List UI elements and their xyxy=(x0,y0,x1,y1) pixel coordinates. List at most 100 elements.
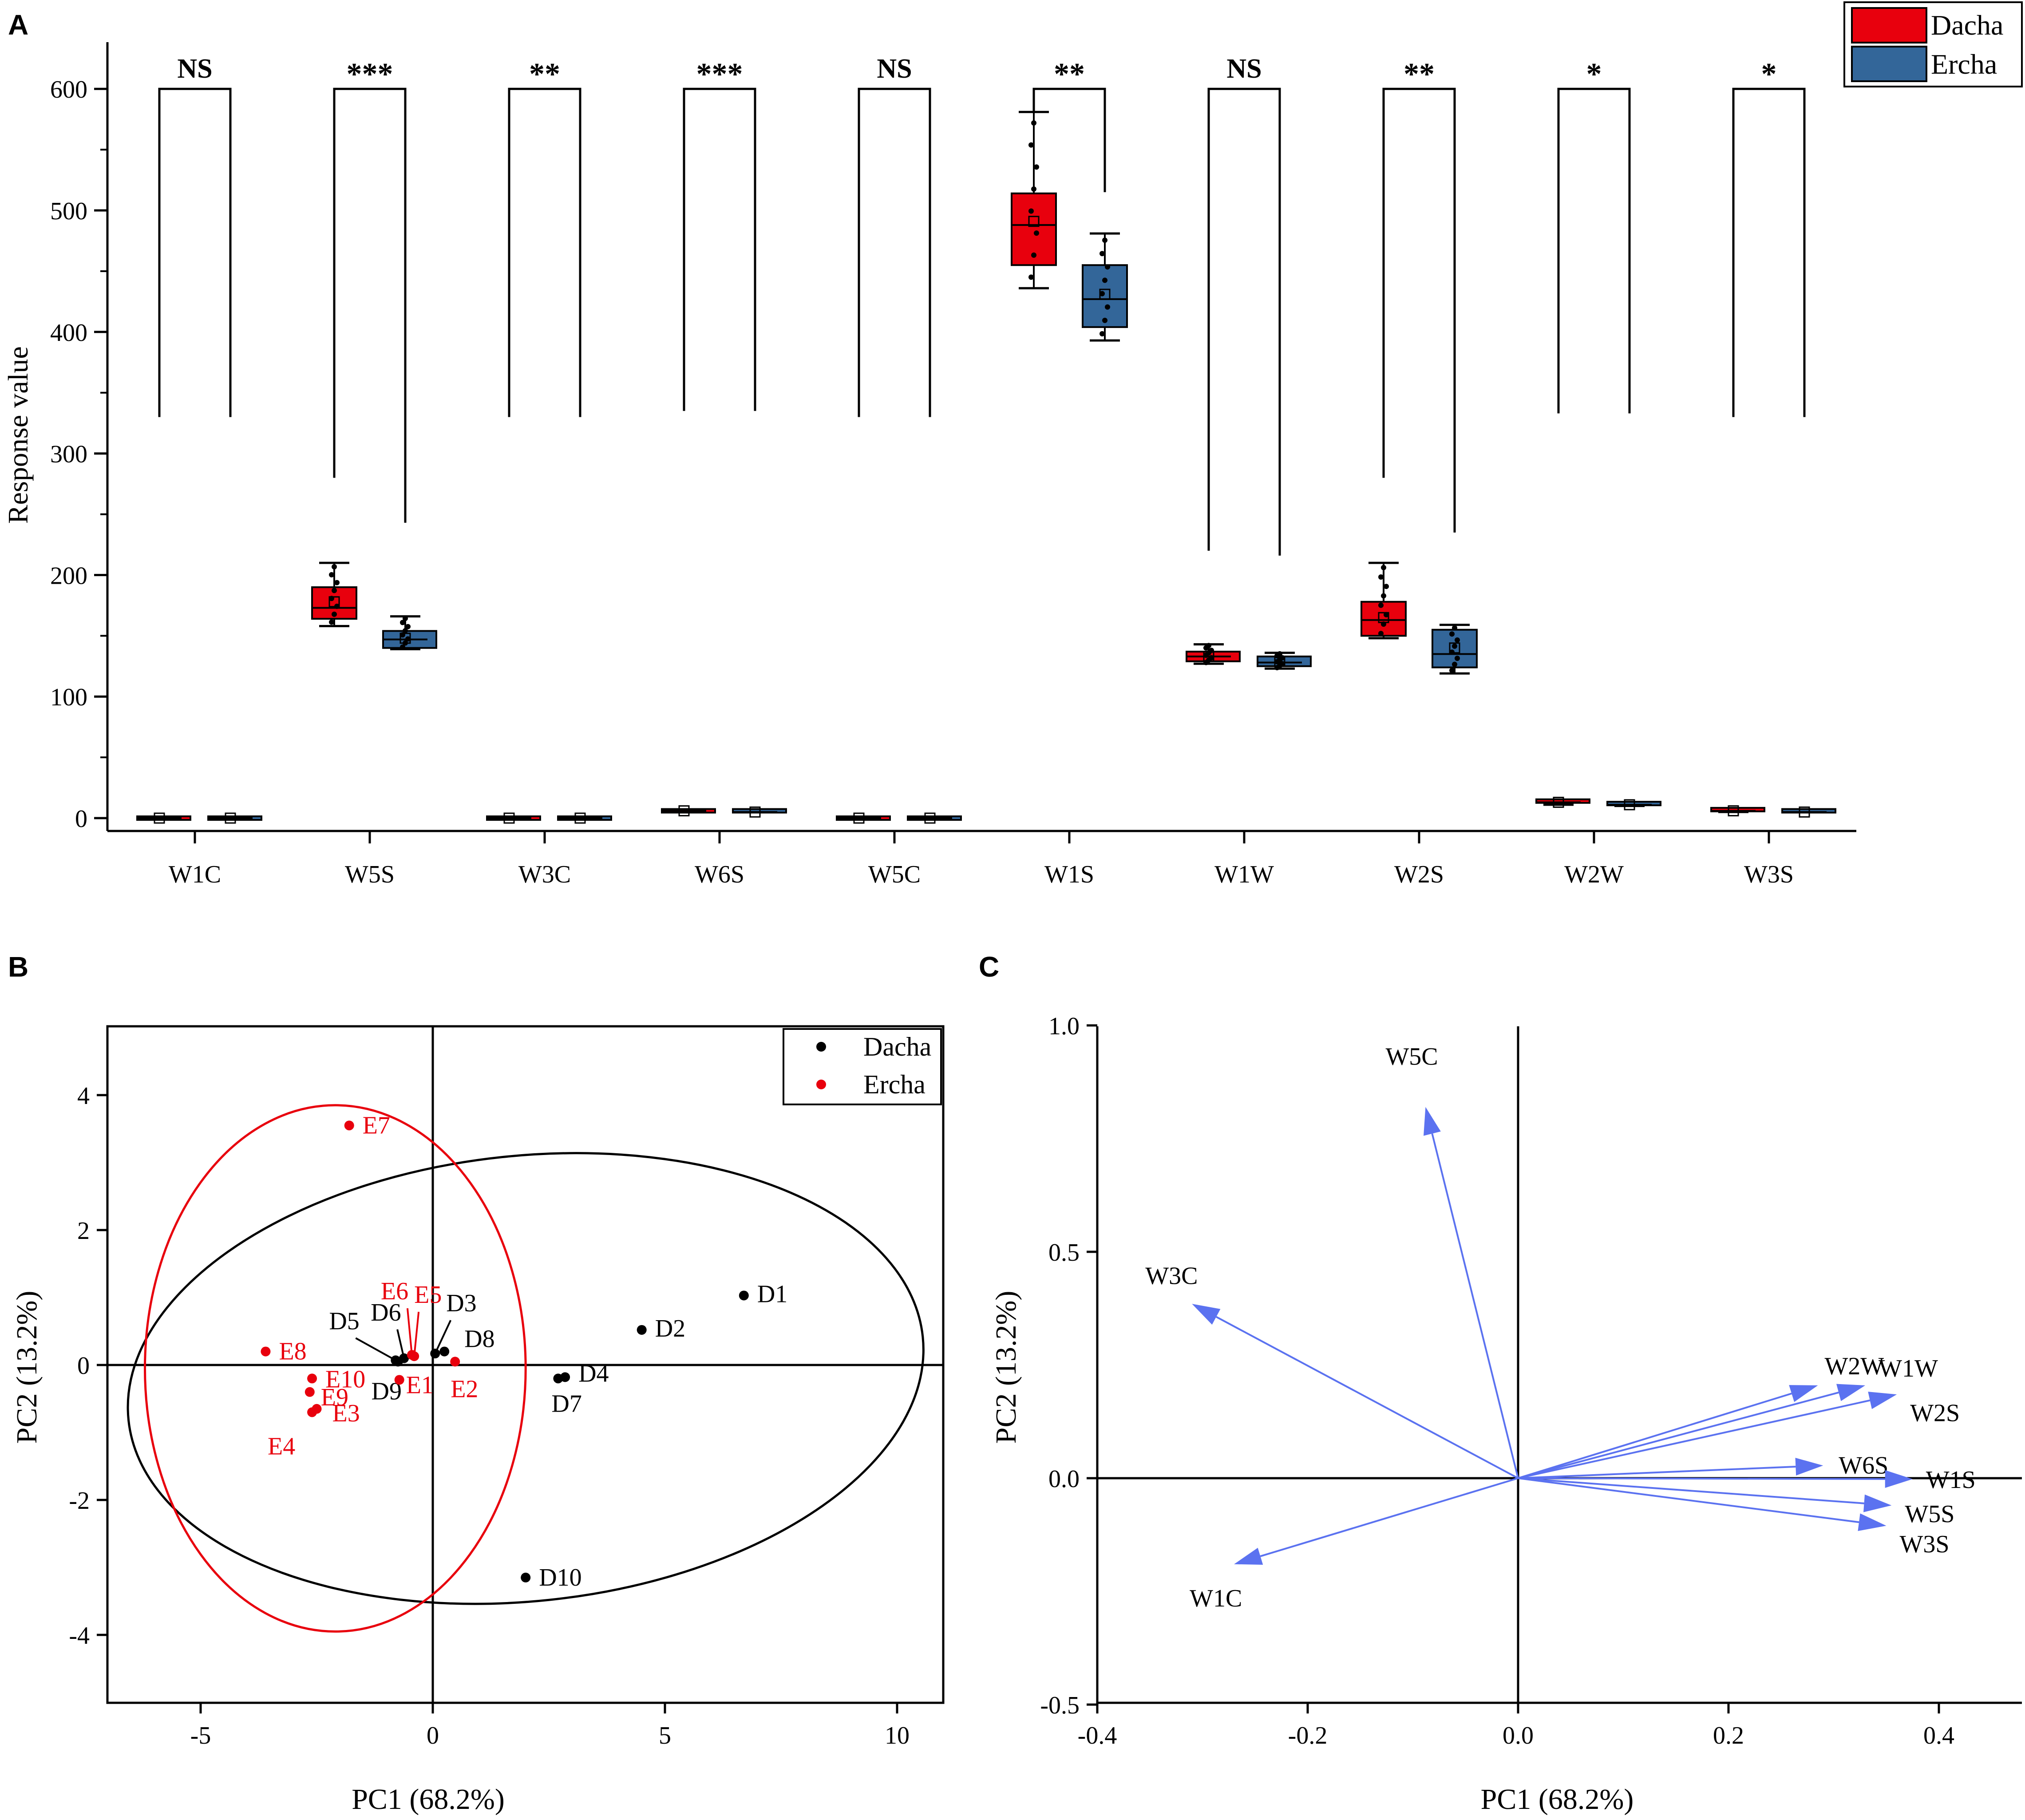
panel-b-y-label: PC2 (13.2%) xyxy=(11,1291,43,1444)
box-mean-marker xyxy=(678,805,690,817)
panel-a-box-ercha-W3S xyxy=(1781,806,1836,818)
loading-vector-label: W3C xyxy=(1145,1262,1198,1290)
box-data-point xyxy=(334,580,340,586)
score-point xyxy=(450,1357,460,1367)
loading-vector-shaft xyxy=(1518,1466,1796,1479)
box-data-point xyxy=(1206,643,1211,649)
panel-a-box-ercha-W1S xyxy=(1082,232,1128,342)
point-label: E7 xyxy=(363,1112,390,1139)
box-mean-marker xyxy=(924,812,936,824)
panel-a-x-tick-label-W1C: W1C xyxy=(169,861,221,888)
loading-vector-head xyxy=(1868,1392,1897,1409)
legend-swatch-dacha xyxy=(1851,7,1927,44)
box-data-point xyxy=(1031,186,1036,192)
box-data-point xyxy=(334,603,340,609)
panel-a-box-dacha-W1W xyxy=(1186,643,1241,665)
panel-a-significance-W1C: NS xyxy=(158,54,232,417)
panel-b-point-D4: D4 xyxy=(560,1360,609,1387)
panel-a-x-tick-label-W1S: W1S xyxy=(1044,861,1094,888)
box-mean-marker xyxy=(1028,216,1040,227)
panel-a-significance-W1W: NS xyxy=(1207,54,1281,556)
panel-a: A 0 100 200 300 400 500 600 Response value W1C W5S… xyxy=(2,1,2023,888)
significance-label: *** xyxy=(347,57,393,91)
panel-a-box-ercha-W2S xyxy=(1432,624,1478,675)
box-data-point xyxy=(1280,661,1285,667)
panel-b-point-E7: E7 xyxy=(344,1112,390,1139)
significance-label: * xyxy=(1586,57,1602,91)
panel-a-box-dacha-W1S xyxy=(1011,111,1057,289)
box-data-point xyxy=(1449,668,1455,673)
panel-a-box-ercha-W5S xyxy=(382,615,437,650)
panel-c-vector-W5C: W5C xyxy=(1385,1043,1519,1479)
legend-label-ercha: Ercha xyxy=(863,1070,925,1099)
box-data-point xyxy=(1384,584,1389,590)
significance-bracket xyxy=(158,87,232,417)
panel-a-x-tick-label-W2S: W2S xyxy=(1394,861,1444,888)
panel-a-letter: A xyxy=(8,9,28,41)
box-data-point xyxy=(1455,637,1460,643)
panel-b-point-E3: E3 xyxy=(312,1400,360,1427)
panel-a-box-ercha-W5C xyxy=(907,812,962,824)
panel-c-x-tick-label: 0.4 xyxy=(1923,1722,1954,1749)
box-mean-marker xyxy=(1624,799,1635,811)
panel-a-box-dacha-W6S xyxy=(661,805,716,817)
panel-a-box-ercha-W1C xyxy=(207,812,262,824)
panel-a-x-tick-label-W3S: W3S xyxy=(1744,861,1794,888)
score-point xyxy=(439,1346,450,1357)
loading-vector-label: W1W xyxy=(1879,1355,1938,1382)
point-label: E8 xyxy=(279,1338,306,1365)
box-data-point xyxy=(400,644,405,650)
box-data-point xyxy=(329,572,334,578)
point-label: D8 xyxy=(464,1325,494,1353)
score-point xyxy=(261,1346,271,1357)
box-data-point xyxy=(1028,274,1034,280)
point-label: D4 xyxy=(578,1360,609,1387)
box-data-point xyxy=(405,636,411,642)
score-point xyxy=(739,1290,749,1301)
point-label: D5 xyxy=(329,1307,359,1335)
legend-marker-dacha xyxy=(816,1042,826,1052)
panel-a-box-dacha-W5S xyxy=(311,562,357,627)
box-data-point xyxy=(1378,574,1384,580)
panel-b-point-E10: E10 xyxy=(307,1365,365,1393)
box-mean-marker xyxy=(1799,806,1810,818)
box-iqr xyxy=(1361,601,1407,637)
point-label: E3 xyxy=(332,1400,360,1427)
box-data-point xyxy=(1209,655,1214,661)
panel-b-y-tick-label: -2 xyxy=(69,1487,90,1515)
box-data-point xyxy=(1028,142,1034,148)
panel-a-y-tick-label: 100 xyxy=(50,684,87,711)
panel-b-ellipse-ercha xyxy=(143,1104,527,1633)
box-data-point xyxy=(400,632,405,638)
panel-a-significance-W2W: * xyxy=(1557,57,1631,414)
panel-a-box-dacha-W3S xyxy=(1710,805,1765,817)
significance-label: ** xyxy=(1054,57,1085,91)
panel-a-box-ercha-W1W xyxy=(1257,651,1312,671)
panel-b-x-tick-label: 0 xyxy=(427,1722,439,1749)
box-data-point xyxy=(1100,331,1105,336)
panel-b-point-E8: E8 xyxy=(261,1338,307,1365)
panel-b-x-label: PC1 (68.2%) xyxy=(352,1783,505,1816)
point-label: E10 xyxy=(325,1365,365,1393)
label-leader xyxy=(413,1312,420,1357)
box-data-point xyxy=(1381,621,1386,627)
point-label: D1 xyxy=(757,1280,787,1308)
panel-c-y-tick-label: 0.0 xyxy=(1048,1465,1080,1493)
label-leader xyxy=(355,1337,396,1361)
box-data-point xyxy=(403,628,408,633)
box-data-point xyxy=(1378,602,1384,608)
loading-vector-head xyxy=(1858,1513,1887,1531)
loading-vector-head xyxy=(1234,1547,1263,1565)
box-mean-marker xyxy=(1449,642,1460,654)
loading-vector-head xyxy=(1836,1384,1866,1401)
legend-swatch-ercha xyxy=(1851,46,1927,82)
box-data-point xyxy=(1384,612,1389,617)
score-point xyxy=(521,1572,531,1583)
label-leader xyxy=(396,1329,405,1359)
score-point xyxy=(553,1373,563,1384)
box-data-point xyxy=(1378,631,1384,637)
significance-bracket xyxy=(1732,87,1806,417)
loading-vector-shaft xyxy=(1431,1133,1519,1479)
box-data-point xyxy=(1381,565,1386,570)
loading-vector-label: W1S xyxy=(1926,1466,1976,1494)
